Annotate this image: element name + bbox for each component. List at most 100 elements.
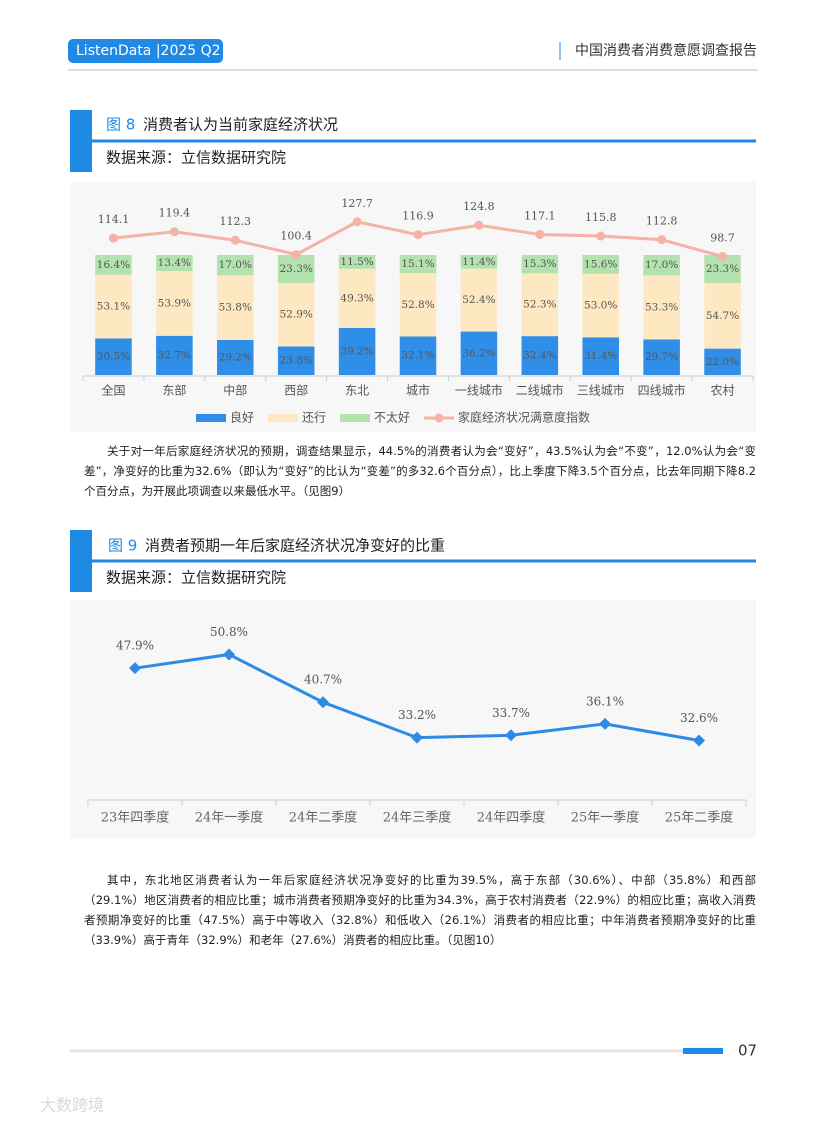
bar-segment [338,255,376,269]
data-label: 23.8% [280,355,313,367]
bar-segment [643,275,680,340]
badge-text: ListenData |2025 Q2 [76,43,221,59]
data-label: 32.6% [680,711,718,725]
data-label: 114.1 [98,213,130,226]
data-label: 23.3% [706,263,739,275]
legend-label: 良好 [230,410,254,425]
line-marker [413,230,423,240]
bar-segment [460,255,498,269]
data-label: 36.1% [586,694,624,708]
paragraph: 关于对一年后家庭经济状况的预期，调查结果显示，44.5%的消费者认为会“变好”，… [84,444,756,498]
legend-label: 还行 [302,411,326,425]
figure-bar [70,530,92,592]
data-label: 112.8 [646,215,678,228]
bar-segment [277,255,315,283]
data-label: 36.2% [462,347,495,359]
data-label: 32.1% [401,350,434,362]
line-marker [535,229,545,239]
watermark: 大数跨境 [40,1096,104,1115]
legend-swatch [268,414,299,422]
data-label: 54.7% [706,310,739,322]
data-label: 39.2% [340,345,373,357]
line-marker [108,233,118,243]
data-label: 32.4% [523,350,556,362]
bar-segment [521,336,559,375]
bar-segment [338,268,376,328]
x-tick-label: 二线城市 [516,383,564,398]
bar-segment [582,273,619,338]
data-label: 15.6% [584,258,617,270]
data-label: 98.7 [710,232,735,245]
legend-swatch [196,414,226,422]
bar-segment [643,255,680,276]
data-label: 117.1 [524,209,556,222]
legend-swatch [340,414,371,422]
legend-label: 家庭经济状况满意度指数 [458,410,590,425]
footer-accent [683,1048,723,1054]
bar-segment [582,255,619,274]
x-tick-label: 24年二季度 [289,810,358,826]
x-tick-label: 东北 [345,384,369,398]
bar-segment [338,327,376,375]
data-label: 112.3 [220,215,252,228]
data-label: 124.8 [463,200,495,213]
line-marker [657,235,667,245]
bar-segment [95,338,132,375]
legend-label: 不太好 [374,410,410,425]
figure-title: 消费者预期一年后家庭经济状况净变好的比重 [145,537,445,555]
figure-bar [70,110,92,172]
bar-segment [217,255,254,276]
data-label: 15.1% [401,258,434,270]
line-marker [693,734,705,747]
data-label: 115.8 [585,211,617,224]
data-label: 52.4% [462,294,495,306]
data-label: 13.4% [158,257,191,269]
figure-number: 图 9 [108,537,137,555]
figure-title: 消费者认为当前家庭经济状况 [143,116,338,134]
x-tick-label: 24年三季度 [383,810,452,826]
bar-segment [277,346,315,375]
line-marker [291,250,301,260]
line-marker [474,220,484,230]
figure-source: 数据来源：立信数据研究院 [106,149,286,167]
data-label: 32.7% [158,349,191,361]
data-label: 52.8% [401,299,434,311]
bar-segment [399,273,437,337]
data-label: 11.4% [462,256,495,268]
bar-segment [704,348,741,375]
data-label: 17.0% [645,259,678,271]
figure-number: 图 8 [106,116,135,134]
x-tick-label: 中部 [223,383,247,398]
line-marker [223,648,235,661]
figure-source: 数据来源：立信数据研究院 [106,569,286,587]
x-tick-label: 农村 [711,384,735,398]
data-label: 15.3% [523,258,556,270]
x-tick-label: 24年四季度 [477,810,546,826]
bar-segment [399,255,437,274]
data-label: 29.7% [645,351,678,363]
line-marker [352,217,362,227]
page-number: 07 [738,1042,757,1060]
data-label: 33.7% [492,706,530,720]
data-label: 53.8% [219,302,252,314]
bar-segment [582,337,619,375]
data-label: 16.4% [97,259,130,271]
x-tick-label: 一线城市 [455,383,503,398]
bar-segment [704,282,741,349]
data-label: 53.3% [645,301,678,313]
data-label: 40.7% [304,673,342,687]
data-label: 11.5% [340,256,373,268]
data-label: 49.3% [340,292,373,304]
bar-segment [399,336,437,375]
data-label: 33.2% [398,708,436,722]
data-label: 47.9% [116,639,154,653]
bar-segment [460,268,498,332]
header-badge [68,39,223,63]
x-tick-label: 全国 [101,383,125,398]
data-label: 100.4 [280,230,312,243]
x-tick-label: 西部 [284,383,308,398]
bar-segment [521,273,559,337]
bar-segment [156,335,193,375]
x-tick-label: 24年一季度 [195,810,264,826]
